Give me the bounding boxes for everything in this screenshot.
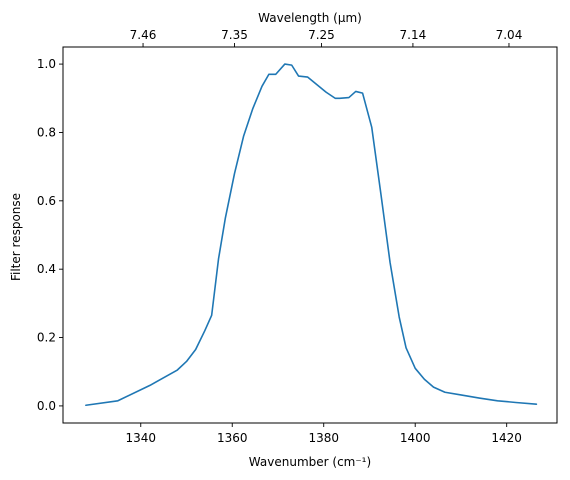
top-tick-label: 7.46 — [130, 28, 157, 42]
x-tick-label: 1360 — [217, 431, 248, 445]
filter-response-line — [85, 63, 538, 407]
y-tick-label: 0.0 — [37, 399, 56, 413]
top-tick-label: 7.04 — [496, 28, 523, 42]
top-axis-label: Wavelength (μm) — [258, 11, 362, 25]
y-tick-label: 0.2 — [37, 331, 56, 345]
x-tick-label: 1400 — [400, 431, 431, 445]
y-tick-label: 0.8 — [37, 125, 56, 139]
y-axis-label: Filter response — [9, 193, 23, 281]
series-group — [85, 63, 538, 407]
y-tick-label: 1.0 — [37, 57, 56, 71]
top-tick-label: 7.25 — [308, 28, 335, 42]
x-tick-label: 1420 — [491, 431, 522, 445]
top-tick-label: 7.35 — [221, 28, 248, 42]
plot-frame — [62, 46, 558, 424]
x-axis-label: Wavenumber (cm⁻¹) — [249, 455, 371, 469]
top-tick-label: 7.14 — [400, 28, 427, 42]
x-tick-label: 1380 — [308, 431, 339, 445]
top-axis-ticks: 7.46 7.35 7.25 7.14 7.04 — [130, 28, 523, 47]
x-tick-label: 1340 — [125, 431, 156, 445]
y-tick-label: 0.6 — [37, 194, 56, 208]
y-axis-ticks: 0.0 0.2 0.4 0.6 0.8 1.0 — [37, 57, 63, 413]
x-axis-ticks: 1340 1360 1380 1400 1420 — [125, 423, 522, 445]
y-tick-label: 0.4 — [37, 262, 56, 276]
